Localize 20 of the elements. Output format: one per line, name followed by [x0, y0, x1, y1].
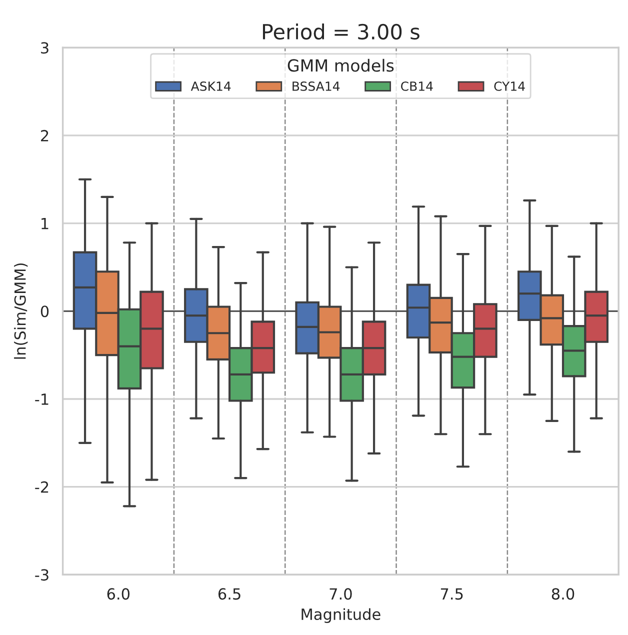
- y-tick-label: -3: [35, 569, 48, 581]
- x-tick-label: 7.5: [440, 588, 463, 600]
- legend-label: BSSA14: [292, 81, 340, 91]
- legend-label: ASK14: [190, 81, 231, 91]
- x-tick-label: 7.0: [330, 588, 352, 600]
- y-tick-label: -2: [35, 481, 48, 493]
- y-tick-label: 1: [42, 218, 48, 230]
- x-tick-label: 6.5: [218, 588, 240, 600]
- x-axis-title: Magnitude: [302, 608, 380, 623]
- y-tick-label: 2: [41, 130, 48, 142]
- y-tick-label: -1: [35, 394, 48, 405]
- y-tick-label: 3: [41, 42, 48, 54]
- legend-label: CB14: [401, 81, 433, 91]
- chart-title: Period = 3.00 s: [262, 23, 420, 40]
- x-tick-label: 8.0: [552, 588, 574, 600]
- legend-label: CY14: [494, 81, 525, 91]
- legend-title: GMM models: [288, 58, 394, 72]
- x-tick-label: 6.0: [107, 588, 130, 600]
- y-tick-label: 0: [40, 306, 49, 318]
- y-axis-title: ln(Sim/GMM): [14, 263, 28, 359]
